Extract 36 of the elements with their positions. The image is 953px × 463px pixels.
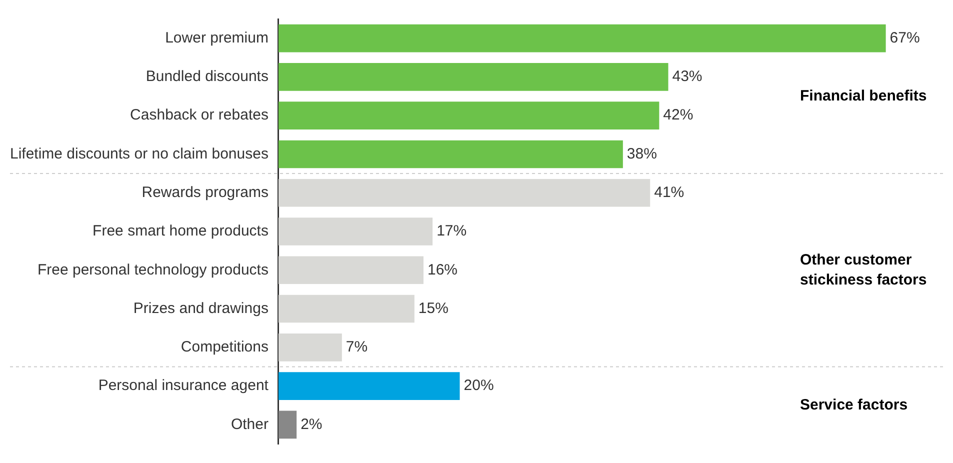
bar — [278, 256, 424, 284]
bar — [278, 24, 886, 52]
bar — [278, 410, 297, 439]
y-tick-label: Rewards programs — [142, 184, 268, 202]
bar — [278, 218, 433, 246]
data-label: 15% — [418, 300, 448, 317]
y-tick-label: Prizes and drawings — [133, 300, 268, 317]
bar — [278, 140, 623, 168]
data-label: 17% — [436, 222, 467, 240]
y-tick-label: Free personal technology products — [37, 261, 268, 278]
bar — [278, 178, 650, 207]
annotation: Other customer stickiness factors — [800, 251, 927, 288]
y-tick-label: Cashback or rebates — [130, 106, 268, 124]
y-tick-label: Personal insurance agent — [98, 377, 270, 394]
bar — [278, 334, 342, 362]
data-label: 2% — [300, 416, 322, 433]
data-label: 42% — [663, 106, 694, 124]
data-label: 20% — [464, 377, 494, 394]
y-tick-label: Free smart home products — [92, 222, 268, 240]
bar — [278, 372, 460, 400]
data-label: 7% — [346, 338, 368, 356]
data-label: 41% — [654, 184, 684, 202]
y-tick-label: Lower premium — [165, 29, 268, 46]
data-label: 43% — [672, 68, 702, 86]
annotation: Financial benefits — [800, 87, 927, 104]
annotation: Service factors — [800, 396, 908, 414]
bar — [278, 63, 668, 91]
data-label: 67% — [890, 29, 920, 46]
y-tick-label: Other — [230, 416, 268, 433]
y-tick-label: Competitions — [180, 338, 268, 356]
y-tick-label: Bundled discounts — [146, 68, 268, 86]
data-label: 38% — [626, 145, 657, 162]
bar — [278, 102, 660, 130]
bar — [278, 294, 414, 323]
data-label: 16% — [428, 261, 458, 278]
y-tick-label: Lifetime discounts or no claim bonuses — [10, 145, 268, 162]
